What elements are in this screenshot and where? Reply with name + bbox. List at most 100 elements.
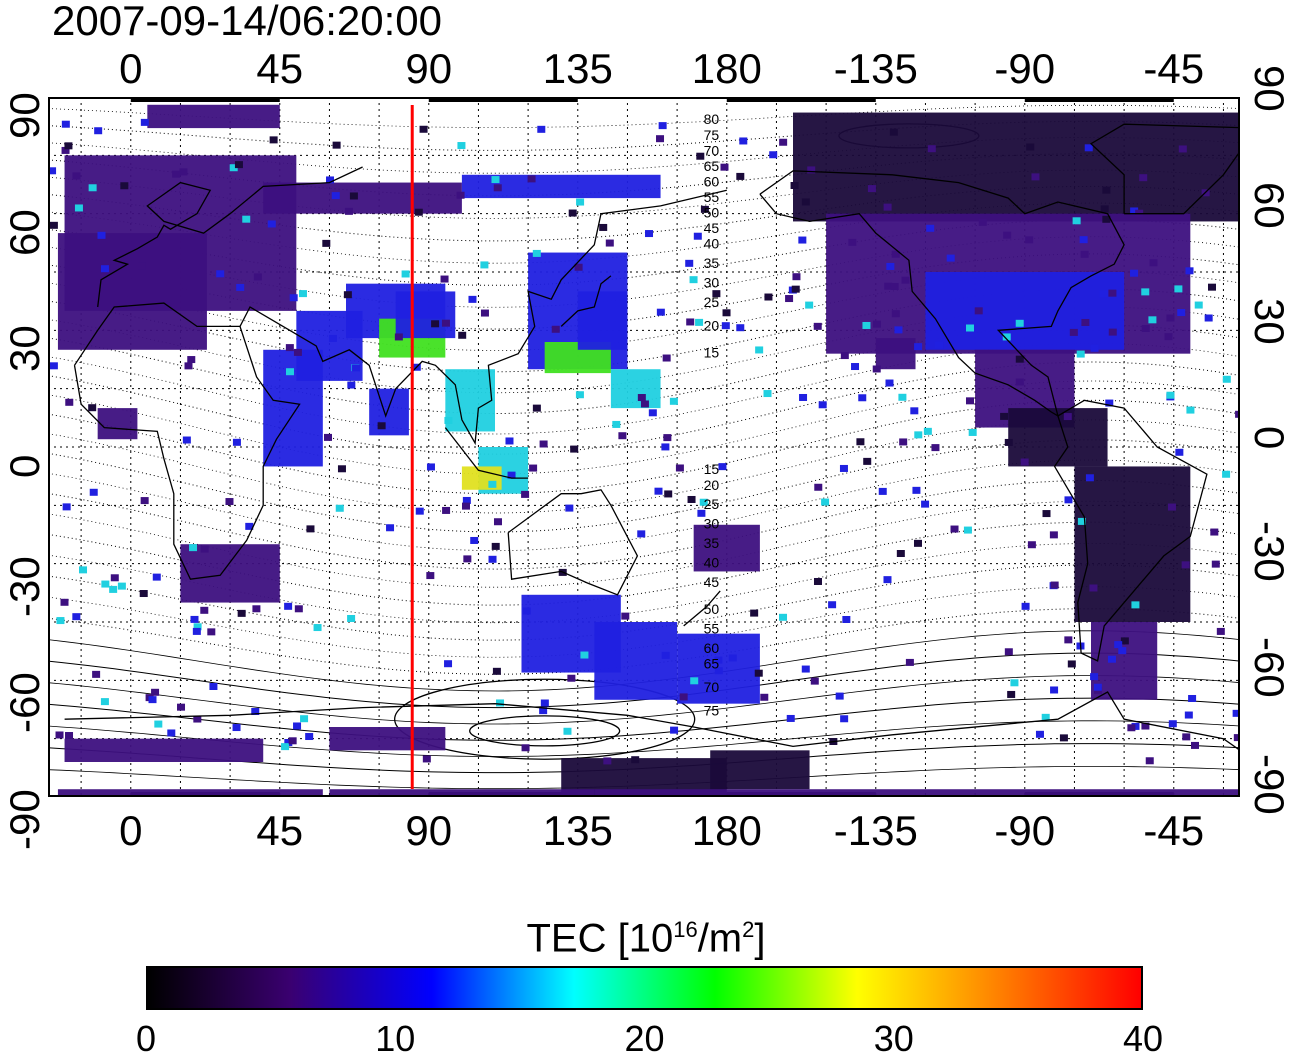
tec-patch — [461, 174, 661, 199]
tec-pixel — [1222, 470, 1231, 478]
tec-pixel — [913, 539, 922, 547]
tec-patch — [793, 112, 1240, 222]
contour-label: 15 — [704, 345, 720, 361]
tec-pixel — [621, 612, 630, 620]
tec-patch — [875, 338, 916, 370]
tec-pixel — [72, 613, 81, 621]
map-title: 2007-09-14/06:20:00 — [52, 0, 442, 44]
coastlines — [64, 123, 1240, 751]
tec-pixel — [326, 176, 335, 184]
tec-pixel — [828, 601, 837, 609]
tec-pixel — [1181, 561, 1190, 569]
tec-pixel — [791, 285, 800, 293]
tec-pixel — [284, 602, 293, 610]
tec-pixel — [293, 722, 302, 730]
tec-pixel — [1177, 309, 1186, 317]
tec-pixel — [539, 707, 548, 715]
tec-pixel — [225, 498, 234, 506]
tec-pixel — [1031, 173, 1040, 181]
tec-pixel — [152, 573, 161, 581]
tec-pixel — [1093, 683, 1102, 691]
colorbar-title-exponent-2: 2 — [742, 917, 755, 942]
colorbar-tick-30: 30 — [873, 1018, 914, 1059]
top-tick-4: 180 — [691, 45, 762, 92]
tec-patch — [594, 622, 678, 700]
tec-pixel — [1064, 496, 1073, 504]
tec-pixel — [835, 692, 844, 700]
tec-pixel — [1114, 641, 1123, 649]
tec-pixel — [1041, 713, 1050, 721]
left-lat-tick-6: -90 — [1, 789, 48, 850]
coastline-segment — [64, 691, 1240, 751]
tec-pixel — [736, 324, 745, 332]
tec-pixel — [570, 445, 579, 453]
contour-label: 50 — [704, 205, 720, 221]
colorbar-title-exponent-1: 16 — [673, 917, 698, 942]
tec-pixel — [1148, 316, 1157, 324]
tec-pixel — [978, 218, 987, 226]
tec-pixel — [539, 440, 548, 448]
tec-pixel — [965, 397, 974, 405]
tec-pixel — [1079, 236, 1088, 244]
tec-pixel — [923, 427, 932, 435]
tec-pixel — [1235, 410, 1240, 418]
tec-pixel — [463, 555, 472, 563]
tec-pixel — [574, 263, 583, 271]
tec-pixel — [431, 320, 440, 328]
tec-pixel — [462, 502, 471, 510]
tec-pixel — [456, 191, 465, 199]
tec-pixel — [532, 404, 541, 412]
tec-pixel — [661, 651, 670, 659]
tec-pixel — [886, 262, 895, 270]
tec-pixel — [1130, 269, 1139, 277]
right-lat-tick-5: -60 — [1246, 637, 1292, 699]
contour-label: 70 — [704, 142, 720, 158]
contour-label: 15 — [704, 461, 720, 477]
tec-pixel — [1021, 602, 1030, 610]
tec-pixel — [532, 249, 541, 257]
tec-pixel — [182, 436, 191, 444]
tec-pixel — [140, 118, 149, 126]
tec-pixel — [1233, 734, 1240, 742]
tec-pixel — [736, 172, 745, 180]
tec-pixel — [696, 152, 705, 160]
tec-pixel — [521, 744, 530, 752]
tec-pixel — [505, 437, 514, 445]
tec-pixel — [754, 669, 763, 677]
tec-pixel — [285, 344, 294, 352]
tec-pixel — [693, 232, 702, 240]
tec-data-patches — [48, 104, 1240, 797]
tec-pixel — [810, 677, 819, 685]
tec-pixel — [154, 720, 163, 728]
colorbar-title-mid: /m — [697, 916, 743, 961]
contour-label: 55 — [704, 621, 720, 637]
tec-pixel — [599, 223, 608, 231]
tec-pixel — [79, 566, 88, 574]
tec-patch — [369, 388, 409, 436]
tec-pixel — [442, 506, 451, 514]
right-lat-tick-2: 30 — [1246, 298, 1292, 346]
tec-pixel — [914, 431, 923, 439]
tec-pixel — [1081, 318, 1090, 326]
contour-line — [48, 564, 1240, 641]
bottom-tick-6: -90 — [994, 807, 1056, 854]
tec-pixel — [1042, 510, 1051, 518]
top-tick-5: -135 — [833, 45, 918, 92]
tec-pixel — [1210, 528, 1219, 536]
tec-pixel — [245, 522, 254, 530]
contour-label: 45 — [704, 220, 720, 236]
tec-pixel — [883, 203, 892, 211]
tec-pixel — [527, 175, 536, 183]
tec-pixel — [237, 609, 246, 617]
tec-pixel — [65, 732, 74, 740]
tec-pixel — [109, 585, 118, 593]
tec-pixel — [769, 151, 778, 159]
tec-pixel — [764, 293, 773, 301]
tec-pixel — [1130, 207, 1139, 215]
colorbar-tick-20: 20 — [624, 1018, 665, 1059]
tec-pixel — [640, 400, 649, 408]
tec-pixel — [252, 605, 261, 613]
tec-pixel — [281, 743, 290, 751]
tec-pixel — [1108, 289, 1117, 297]
tec-pixel — [1166, 391, 1175, 399]
